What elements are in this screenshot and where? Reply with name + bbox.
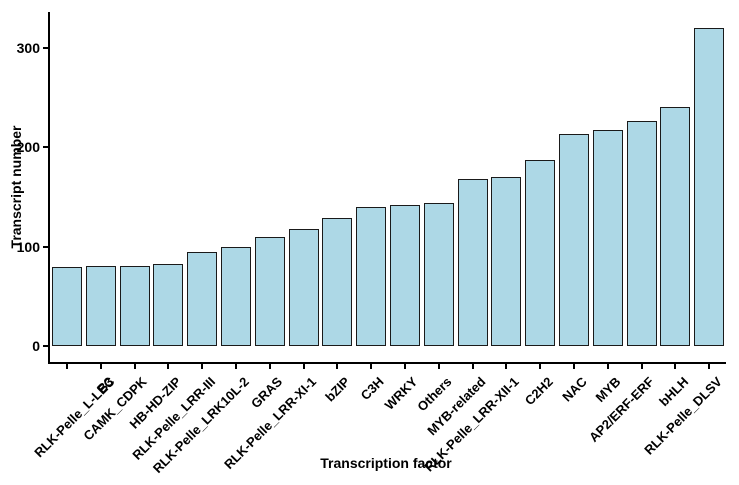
x-tick-mark bbox=[572, 364, 575, 369]
x-tick-mark bbox=[640, 364, 643, 369]
bar-CAMK_CDPK bbox=[119, 265, 150, 347]
x-tick-mark bbox=[505, 364, 508, 369]
bar-RLK-Pelle_DLSV bbox=[694, 27, 725, 347]
x-tick-mark bbox=[99, 364, 102, 369]
x-tick-mark bbox=[268, 364, 271, 369]
plot-panel bbox=[48, 12, 726, 364]
bar-GRAS bbox=[254, 236, 285, 347]
bar-MYB bbox=[592, 130, 623, 347]
x-tick-mark bbox=[65, 364, 68, 369]
bar-bZIP bbox=[322, 217, 353, 347]
x-tick-mark bbox=[133, 364, 136, 369]
y-tick-label: 100 bbox=[16, 238, 40, 255]
x-tick-mark bbox=[167, 364, 170, 369]
x-tick-mark bbox=[403, 364, 406, 369]
y-tick-label: 0 bbox=[32, 338, 40, 355]
y-tick-mark bbox=[43, 146, 49, 149]
bar-RLK-Pelle_LRR-XI-1 bbox=[288, 228, 319, 347]
x-tick-mark bbox=[336, 364, 339, 369]
bar-WRKY bbox=[389, 204, 420, 347]
bar-B3 bbox=[85, 265, 116, 347]
bar-NAC bbox=[558, 134, 589, 347]
x-tick-mark bbox=[370, 364, 373, 369]
bar-RLK-Pelle_LRR-III bbox=[187, 251, 218, 347]
bar-RLK-Pelle_LRK10L-2 bbox=[220, 246, 251, 347]
y-tick-mark bbox=[43, 345, 49, 348]
bar-bHLH bbox=[660, 107, 691, 347]
x-tick-mark bbox=[674, 364, 677, 369]
x-tick-mark bbox=[234, 364, 237, 369]
x-tick-mark bbox=[201, 364, 204, 369]
bar-AP2/ERF-ERF bbox=[626, 121, 657, 347]
y-tick-mark bbox=[43, 46, 49, 49]
x-tick-mark bbox=[471, 364, 474, 369]
x-tick-mark bbox=[606, 364, 609, 369]
bar-RLK-Pelle_LRR-XII-1 bbox=[491, 177, 522, 347]
bar-RLK-Pelle_L-LEC bbox=[51, 266, 82, 347]
x-tick-mark bbox=[539, 364, 542, 369]
x-tick-mark bbox=[708, 364, 711, 369]
x-tick-label: RLK-Pelle_DLSV bbox=[641, 374, 725, 458]
x-tick-mark bbox=[302, 364, 305, 369]
x-tick-label-anchor: RLK-Pelle_DLSV bbox=[0, 373, 725, 458]
bar-Others bbox=[423, 202, 454, 347]
bar-C3H bbox=[356, 206, 387, 347]
bar-C2H2 bbox=[525, 160, 556, 347]
y-tick-label: 200 bbox=[16, 139, 40, 156]
y-tick-label: 300 bbox=[16, 39, 40, 56]
x-axis-title: Transcription factor bbox=[320, 455, 452, 471]
y-tick-mark bbox=[43, 245, 49, 248]
bar-HB-HD-ZIP bbox=[153, 263, 184, 347]
bar-MYB-related bbox=[457, 179, 488, 347]
x-tick-mark bbox=[437, 364, 440, 369]
y-axis-title: Transcript number bbox=[8, 125, 24, 249]
